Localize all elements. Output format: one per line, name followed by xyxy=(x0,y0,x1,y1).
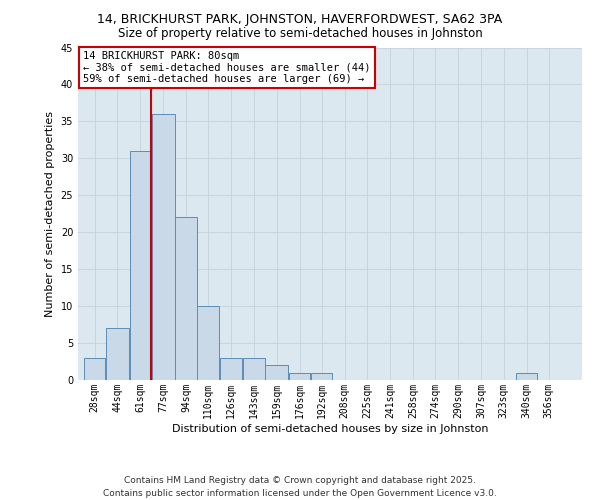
Bar xyxy=(106,328,129,380)
Bar xyxy=(311,372,332,380)
Bar xyxy=(243,358,265,380)
Text: 14, BRICKHURST PARK, JOHNSTON, HAVERFORDWEST, SA62 3PA: 14, BRICKHURST PARK, JOHNSTON, HAVERFORD… xyxy=(97,12,503,26)
Bar xyxy=(265,365,288,380)
Text: Size of property relative to semi-detached houses in Johnston: Size of property relative to semi-detach… xyxy=(118,28,482,40)
Bar xyxy=(220,358,242,380)
Bar xyxy=(197,306,219,380)
Bar xyxy=(175,218,197,380)
Text: Contains HM Land Registry data © Crown copyright and database right 2025.
Contai: Contains HM Land Registry data © Crown c… xyxy=(103,476,497,498)
Bar xyxy=(84,358,106,380)
X-axis label: Distribution of semi-detached houses by size in Johnston: Distribution of semi-detached houses by … xyxy=(172,424,488,434)
Bar xyxy=(130,151,151,380)
Y-axis label: Number of semi-detached properties: Number of semi-detached properties xyxy=(45,111,55,317)
Bar xyxy=(152,114,175,380)
Text: 14 BRICKHURST PARK: 80sqm
← 38% of semi-detached houses are smaller (44)
59% of : 14 BRICKHURST PARK: 80sqm ← 38% of semi-… xyxy=(83,51,371,84)
Bar xyxy=(289,372,310,380)
Bar xyxy=(516,372,538,380)
